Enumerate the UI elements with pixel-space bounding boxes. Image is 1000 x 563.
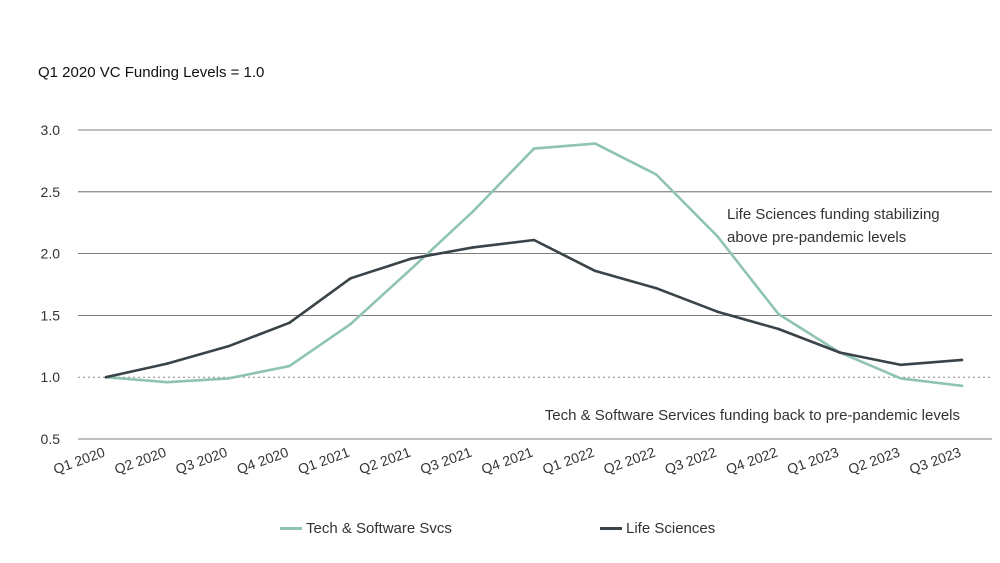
x-tick-label: Q2 2023: [846, 444, 902, 477]
data-point-life-sciences: [838, 351, 842, 354]
y-tick-label: 1.0: [41, 369, 61, 385]
legend-item-tech: Tech & Software Svcs: [280, 520, 452, 537]
data-point-life-sciences: [471, 246, 475, 249]
data-point-tech: [349, 322, 352, 326]
data-point-life-sciences: [716, 310, 719, 313]
x-tick-label: Q1 2023: [785, 444, 841, 477]
data-point-life-sciences: [410, 257, 414, 260]
data-point-tech: [777, 312, 780, 316]
x-tick-label: Q4 2021: [479, 444, 535, 477]
x-tick-label: Q1 2021: [296, 444, 352, 477]
legend-label-tech: Tech & Software Svcs: [306, 520, 452, 537]
data-point-life-sciences: [593, 269, 597, 273]
chart-subtitle: Q1 2020 VC Funding Levels = 1.0: [38, 64, 265, 81]
x-tick-label: Q2 2021: [357, 444, 413, 477]
y-tick-label: 2.0: [41, 246, 61, 262]
data-point-life-sciences: [165, 362, 169, 365]
x-tick-label: Q4 2022: [724, 444, 780, 477]
legend-swatch-tech: [280, 527, 302, 530]
gridlines: [78, 129, 992, 440]
data-point-life-sciences: [288, 321, 291, 325]
x-tick-label: Q3 2022: [663, 444, 719, 477]
x-tick-label: Q1 2022: [540, 444, 596, 477]
data-point-tech: [654, 173, 658, 176]
data-point-tech: [410, 267, 414, 270]
annotation-life-sciences-line: above pre-pandemic levels: [727, 229, 906, 246]
y-axis-ticks: 3.0 2.5 2.0 1.5 1.0 0.5: [41, 122, 61, 447]
x-tick-label: Q2 2022: [601, 444, 657, 477]
data-point-life-sciences: [899, 363, 903, 367]
data-point-life-sciences: [777, 327, 780, 331]
x-tick-label: Q1 2020: [51, 444, 107, 477]
data-point-life-sciences: [104, 375, 108, 379]
annotations: Life Sciences funding stabilizing above p…: [545, 206, 960, 424]
legend-swatch-life-sciences: [600, 527, 622, 530]
x-tick-label: Q3 2020: [173, 444, 229, 477]
x-tick-label: Q3 2021: [418, 444, 474, 477]
data-point-life-sciences: [654, 286, 658, 290]
annotation-tech-software-line: Tech & Software Services funding back to…: [545, 407, 960, 424]
annotation-life-sciences-line: Life Sciences funding stabilizing: [727, 206, 940, 223]
series-lines: [104, 142, 964, 388]
x-tick-label: Q4 2020: [235, 444, 291, 477]
data-point-tech: [899, 377, 903, 380]
data-point-tech: [593, 142, 597, 145]
data-point-tech: [532, 147, 536, 150]
x-tick-label: Q3 2023: [907, 444, 963, 477]
y-tick-label: 2.5: [41, 184, 61, 200]
data-point-tech: [226, 377, 230, 380]
legend-item-life-sciences: Life Sciences: [600, 520, 715, 537]
y-tick-label: 1.5: [41, 307, 61, 323]
series-line-life-sciences: [105, 238, 963, 379]
data-point-tech: [960, 384, 964, 388]
legend-label-life-sciences: Life Sciences: [626, 520, 716, 537]
data-point-tech: [288, 364, 291, 368]
data-point-life-sciences: [960, 358, 964, 362]
x-axis-ticks: Q1 2020 Q2 2020 Q3 2020 Q4 2020 Q1 2021 Q2 20…: [51, 444, 963, 477]
y-tick-label: 0.5: [41, 431, 61, 447]
y-tick-label: 3.0: [41, 122, 61, 138]
data-point-tech: [471, 210, 475, 213]
data-point-life-sciences: [349, 277, 352, 280]
data-point-tech: [165, 380, 169, 384]
x-tick-label: Q2 2020: [112, 444, 168, 477]
data-point-tech: [716, 234, 719, 238]
data-point-life-sciences: [532, 238, 536, 242]
data-point-life-sciences: [226, 345, 230, 348]
